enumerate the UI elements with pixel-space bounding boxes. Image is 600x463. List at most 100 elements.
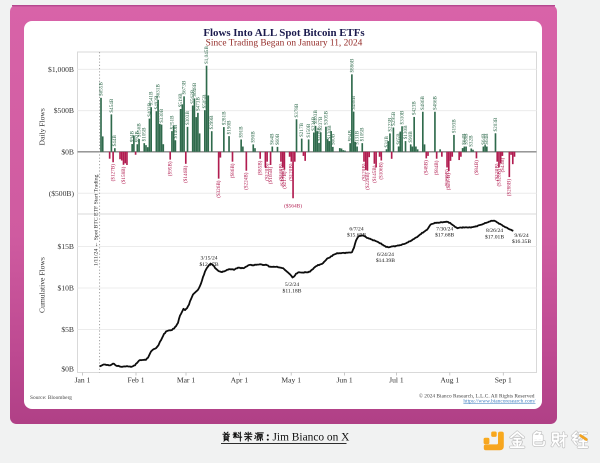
svg-text:$500B: $500B — [54, 106, 74, 115]
svg-text:$90B: $90B — [250, 131, 257, 143]
svg-text:$32B: $32B — [468, 135, 475, 147]
svg-text:Flows Into ALL Spot Bitcoin ET: Flows Into ALL Spot Bitcoin ETFs — [203, 27, 364, 39]
svg-text:$378B: $378B — [293, 103, 300, 117]
svg-text:$203B: $203B — [492, 117, 499, 131]
svg-text:($237B): ($237B) — [445, 173, 452, 191]
svg-text:6/7/24: 6/7/24 — [349, 226, 363, 232]
svg-text:$281B: $281B — [220, 111, 227, 125]
svg-text:$193B: $193B — [450, 119, 457, 133]
svg-text:1/11/24 ← Spot BTC ETF Start T: 1/11/24 ← Spot BTC ETF Start Trading — [93, 174, 99, 266]
svg-text:3/15/24: 3/15/24 — [200, 256, 217, 262]
svg-text:6/24/24: 6/24/24 — [377, 252, 394, 258]
svg-text:$94B: $94B — [129, 130, 136, 142]
svg-text:($85B): ($85B) — [257, 160, 264, 175]
svg-text:$130B: $130B — [402, 125, 409, 139]
svg-text:($145B): ($145B) — [371, 165, 378, 183]
svg-text:$234B: $234B — [310, 116, 317, 130]
svg-text:$31B: $31B — [383, 136, 390, 148]
svg-text:$17.68B: $17.68B — [435, 232, 454, 239]
svg-text:Jul 1: Jul 1 — [389, 376, 404, 385]
svg-text:($224B): ($224B) — [243, 172, 250, 190]
svg-text:$305B: $305B — [322, 110, 329, 124]
svg-text:$299B: $299B — [208, 115, 215, 129]
svg-text:$541B: $541B — [148, 91, 155, 105]
svg-text:$473B: $473B — [194, 97, 201, 111]
svg-text:($95B): ($95B) — [167, 161, 174, 176]
svg-text:($127B): ($127B) — [110, 164, 117, 182]
svg-text:$15B: $15B — [58, 242, 74, 251]
svg-text:$131B: $131B — [353, 130, 360, 144]
svg-text:($217B): ($217B) — [281, 171, 288, 189]
svg-text:Daily Flows: Daily Flows — [37, 108, 46, 145]
svg-text:$505B: $505B — [201, 94, 208, 108]
svg-text:$486B: $486B — [431, 96, 438, 110]
svg-text:($120B): ($120B) — [494, 163, 501, 181]
svg-text:($226B): ($226B) — [364, 172, 371, 190]
svg-text:$303B: $303B — [184, 111, 191, 125]
svg-text:$10B: $10B — [58, 284, 74, 293]
svg-text:May 1: May 1 — [281, 376, 301, 385]
svg-text:Mar 1: Mar 1 — [177, 376, 196, 385]
svg-text:$91B: $91B — [238, 126, 245, 138]
svg-text:$251B: $251B — [168, 115, 175, 129]
svg-text:Feb 1: Feb 1 — [127, 376, 144, 385]
svg-text:https://www.biancoresearch.com: https://www.biancoresearch.com/ — [463, 398, 536, 404]
svg-text:$64B: $64B — [461, 133, 468, 145]
svg-text:Sep 1: Sep 1 — [495, 376, 512, 385]
svg-text:7/30/24: 7/30/24 — [436, 227, 453, 233]
svg-text:Aug 1: Aug 1 — [440, 376, 459, 385]
svg-text:$486B: $486B — [419, 96, 426, 110]
svg-text:$295B: $295B — [390, 111, 397, 125]
svg-text:$150B: $150B — [305, 123, 312, 137]
svg-text:$64B: $64B — [483, 133, 490, 145]
svg-text:$11.18B: $11.18B — [283, 287, 302, 294]
svg-text:$58B: $58B — [462, 133, 469, 145]
svg-text:$330B: $330B — [158, 108, 165, 122]
svg-text:$84B: $84B — [347, 130, 354, 142]
svg-text:($106B): ($106B) — [378, 162, 385, 180]
svg-text:Source: Bloomberg: Source: Bloomberg — [30, 395, 72, 401]
svg-text:$562B: $562B — [189, 89, 196, 103]
svg-text:($48B): ($48B) — [423, 160, 430, 175]
svg-text:$92B: $92B — [134, 131, 141, 143]
svg-text:$223B: $223B — [386, 117, 393, 131]
svg-text:($84B): ($84B) — [433, 160, 440, 175]
svg-text:($120B): ($120B) — [277, 163, 284, 181]
svg-text:($120B): ($120B) — [288, 163, 295, 181]
svg-text:$105B: $105B — [359, 127, 366, 141]
svg-text:$655B: $655B — [97, 82, 104, 96]
svg-text:$648B: $648B — [191, 82, 198, 96]
svg-text:$0B: $0B — [61, 147, 74, 156]
svg-text:8/26/24: 8/26/24 — [486, 228, 503, 234]
svg-text:$5B: $5B — [61, 325, 74, 334]
svg-text:($326B): ($326B) — [215, 180, 222, 198]
svg-text:$310B: $310B — [398, 110, 405, 124]
svg-text:$12.17B: $12.17B — [199, 261, 218, 268]
svg-text:$90B: $90B — [407, 131, 414, 143]
svg-text:($190B): ($190B) — [279, 169, 286, 187]
svg-text:Jan 1: Jan 1 — [75, 376, 91, 385]
svg-text:$60B: $60B — [329, 133, 336, 145]
svg-text:$140B: $140B — [172, 124, 179, 138]
svg-text:5/2/24: 5/2/24 — [285, 282, 299, 288]
svg-text:$886B: $886B — [348, 58, 355, 72]
svg-text:($190B): ($190B) — [443, 169, 450, 187]
svg-text:$423B: $423B — [411, 101, 418, 115]
svg-text:($128B): ($128B) — [495, 169, 502, 187]
svg-text:$1,000B: $1,000B — [48, 65, 74, 74]
svg-text:$673B: $673B — [180, 80, 187, 94]
svg-text:($288B): ($288B) — [506, 179, 513, 197]
svg-text:$44B: $44B — [111, 135, 118, 147]
svg-text:$15.69B: $15.69B — [347, 231, 366, 238]
svg-text:$519B: $519B — [177, 93, 184, 107]
svg-text:$14.39B: $14.39B — [376, 257, 395, 264]
svg-text:($120B): ($120B) — [360, 163, 367, 181]
svg-text:$17.01B: $17.01B — [485, 233, 504, 240]
svg-text:Jim Bianco on X: Jim Bianco on X — [273, 432, 351, 444]
svg-text:$488B: $488B — [350, 95, 357, 109]
svg-text:$64B: $64B — [480, 133, 487, 145]
svg-text:($43B): ($43B) — [499, 157, 506, 172]
svg-text:$108B: $108B — [315, 127, 322, 141]
svg-text:$237B: $237B — [317, 116, 324, 130]
svg-text:($564B): ($564B) — [284, 202, 302, 209]
